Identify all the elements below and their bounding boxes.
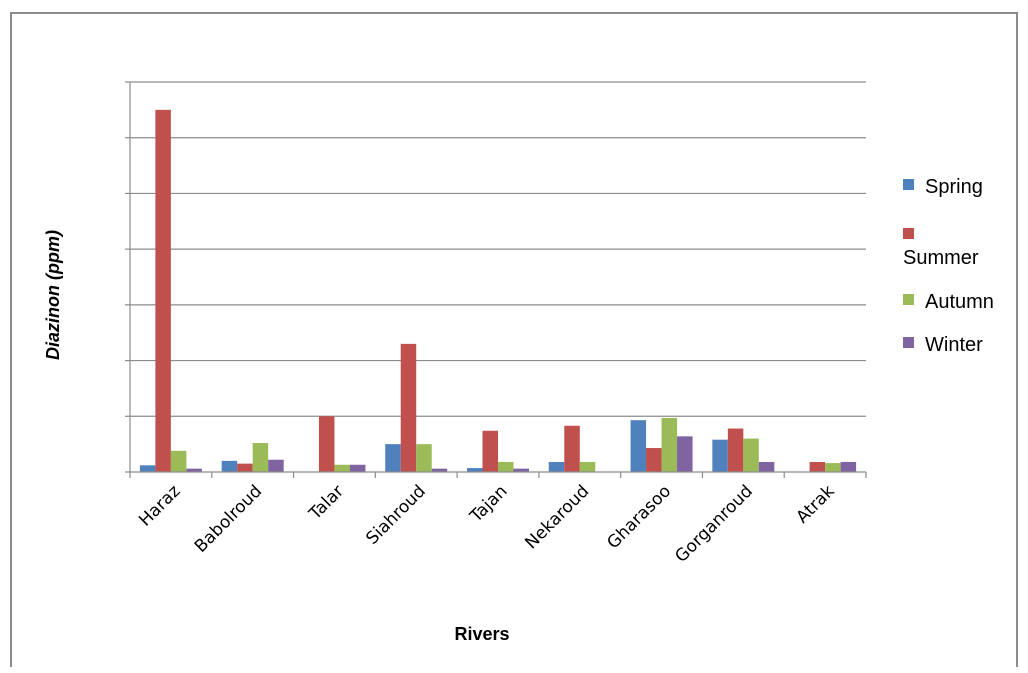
bar-summer-babolroud bbox=[237, 463, 253, 472]
legend-label-summer: Summer bbox=[903, 247, 979, 269]
bar-autumn-atrak bbox=[825, 463, 841, 472]
bar-spring-gharasoo bbox=[630, 420, 647, 472]
legend-label-spring: Spring bbox=[925, 176, 983, 198]
bar-winter-haraz bbox=[186, 468, 202, 472]
x-axis-title: Rivers bbox=[454, 624, 509, 644]
bar-autumn-talar bbox=[334, 464, 350, 472]
chart-frame bbox=[10, 12, 1018, 667]
legend-swatch-summer bbox=[903, 228, 914, 239]
x-tick-label-gorganroud: Gorganroud bbox=[671, 481, 756, 566]
legend-swatch-spring bbox=[903, 179, 914, 190]
x-tick-label-siahroud: Siahroud bbox=[362, 481, 429, 548]
bars bbox=[139, 109, 857, 472]
y-axis-title: Diazinon (ppm) bbox=[43, 230, 63, 360]
bar-winter-siahroud bbox=[431, 468, 448, 472]
bar-autumn-haraz bbox=[170, 450, 187, 472]
x-tick-label-gharasoo: Gharasoo bbox=[603, 481, 675, 553]
chart-frame-right-edge bbox=[1016, 12, 1018, 667]
bar-spring-siahroud bbox=[385, 444, 401, 472]
bar-summer-gharasoo bbox=[646, 448, 662, 472]
legend-label-autumn: Autumn bbox=[925, 291, 994, 313]
x-tick-label-tajan: Tajan bbox=[466, 481, 512, 527]
legend-swatch-winter bbox=[903, 337, 914, 348]
bar-winter-gharasoo bbox=[677, 436, 693, 472]
x-tick-label-babolroud: Babolroud bbox=[191, 481, 266, 556]
bar-autumn-tajan bbox=[498, 461, 514, 472]
bar-winter-tajan bbox=[513, 468, 529, 472]
bar-autumn-babolroud bbox=[252, 443, 269, 472]
bar-winter-babolroud bbox=[268, 459, 284, 472]
bar-spring-babolroud bbox=[221, 460, 238, 472]
bar-winter-atrak bbox=[840, 461, 857, 472]
bar-spring-tajan bbox=[467, 468, 483, 472]
axes bbox=[125, 81, 867, 478]
bar-summer-tajan bbox=[482, 430, 498, 472]
x-tick-label-nekaroud: Nekaroud bbox=[521, 481, 593, 553]
gridlines bbox=[130, 81, 866, 417]
bar-winter-talar bbox=[349, 464, 366, 472]
legend-swatch-autumn bbox=[903, 294, 914, 305]
bar-summer-siahroud bbox=[400, 343, 417, 472]
bar-autumn-gharasoo bbox=[661, 417, 678, 472]
bar-spring-gorganroud bbox=[712, 439, 728, 472]
x-tick-label-atrak: Atrak bbox=[793, 481, 839, 527]
bar-winter-gorganroud bbox=[758, 461, 775, 472]
x-tick-label-haraz: Haraz bbox=[135, 481, 184, 530]
bar-summer-haraz bbox=[155, 109, 171, 472]
bar-autumn-nekaroud bbox=[579, 461, 596, 472]
legend: Spring Summer Autumn Winter bbox=[903, 176, 994, 356]
x-tick-labels: Haraz Babolroud Talar Siahroud Tajan Nekaroud… bbox=[135, 481, 838, 567]
bar-summer-gorganroud bbox=[727, 428, 744, 472]
bar-autumn-siahroud bbox=[416, 444, 432, 472]
bar-spring-haraz bbox=[139, 465, 156, 472]
bar-summer-talar bbox=[318, 416, 335, 472]
bar-summer-atrak bbox=[809, 461, 826, 472]
bar-spring-nekaroud bbox=[548, 461, 565, 472]
legend-label-winter: Winter bbox=[925, 334, 983, 356]
x-tick-label-talar: Talar bbox=[305, 481, 348, 524]
bar-autumn-gorganroud bbox=[743, 438, 759, 472]
bar-summer-nekaroud bbox=[564, 425, 580, 472]
